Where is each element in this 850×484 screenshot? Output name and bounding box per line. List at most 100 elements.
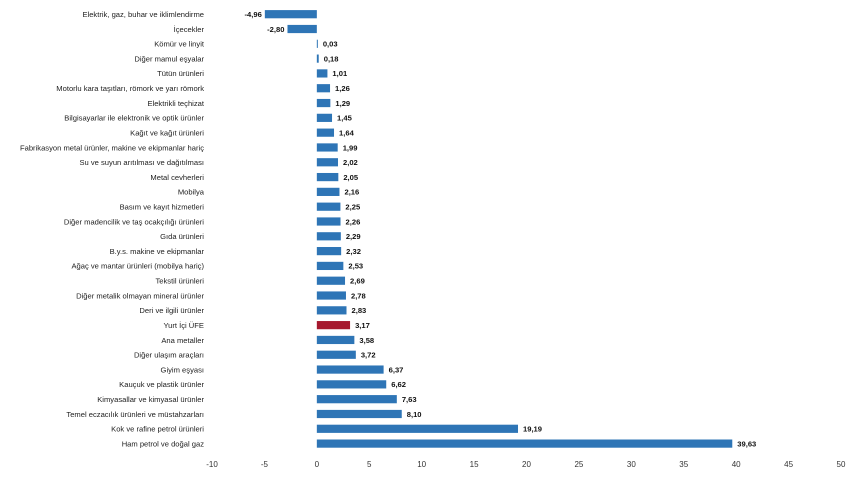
category-label: Bilgisayarlar ile elektronik ve optik ür… [64,114,204,123]
value-label: 19,19 [523,425,542,434]
bar [316,350,356,359]
category-label: Kimyasallar ve kimyasal ürünler [97,395,204,404]
category-label: Diğer metalik olmayan mineral ürünler [76,291,204,300]
value-label: 2,29 [346,232,361,241]
category-label: Yurt İçi ÜFE [163,321,204,330]
category-label: Kağıt ve kağıt ürünleri [130,128,204,137]
category-label: Elektrik, gaz, buhar ve iklimlendirme [82,10,204,19]
bar [316,158,339,167]
bar [316,172,339,182]
bar [316,276,346,285]
bar [316,54,319,63]
x-tick-label: 35 [679,460,688,469]
bar [316,291,346,300]
category-label: Gıda ürünleri [160,232,204,241]
category-label: Diğer madencilik ve taş ocakçılığı ürünl… [64,217,204,226]
category-label: Giyim eşyası [161,365,204,374]
bar [316,113,333,122]
value-label: -2,80 [267,25,284,34]
x-tick-label: 40 [732,460,741,469]
bar [316,409,402,419]
bar [316,217,341,226]
value-label: 2,69 [350,277,365,286]
category-label: Diğer mamul eşyalar [134,54,204,63]
x-tick-label: 30 [627,460,636,469]
value-label: 1,64 [339,128,355,137]
value-label: 0,03 [323,40,338,49]
category-label: Motorlu kara taşıtları, römork ve yarı r… [56,84,204,93]
value-label: 2,26 [346,217,361,226]
value-label: 0,18 [324,54,339,63]
value-label: 2,25 [345,202,361,211]
value-label: 6,37 [389,365,404,374]
category-label: İçecekler [174,25,205,34]
category-label: Diğer ulaşım araçları [134,351,204,360]
value-labels-group: -4,96 -2,80 0,03 0,18 1,01 1,26 1,29 1,45 1,64 1,… [245,10,757,448]
category-label: Kömür ve linyit [154,40,205,49]
value-label: -4,96 [245,10,262,19]
value-label: 3,17 [355,321,370,330]
value-label: 2,78 [351,291,366,300]
x-tick-label: 45 [784,460,793,469]
category-label: Deri ve ilgili ürünler [139,306,204,315]
bar [316,232,341,241]
category-label: Ağaç ve mantar ürünleri (mobilya hariç) [71,262,204,271]
x-tick-label: 10 [417,460,426,469]
bar [316,395,397,404]
bar [316,424,519,433]
bar [287,24,317,34]
value-label: 2,16 [344,188,359,197]
category-label: Temel eczacılık ürünleri ve müstahzarlar… [66,410,204,419]
value-label: 3,72 [361,351,376,360]
value-label: 2,05 [343,173,359,182]
bar [316,365,384,374]
value-label: 1,01 [332,69,348,78]
category-label: Fabrikasyon metal ürünler, makine ve eki… [20,143,204,152]
x-tick-label: -5 [261,460,269,469]
category-label: Ham petrol ve doğal gaz [122,439,205,448]
bar [316,261,344,271]
value-label: 7,63 [402,395,417,404]
value-label: 2,02 [343,158,358,167]
value-label: 1,99 [343,143,358,152]
category-label: B.y.s. makine ve ekipmanlar [110,247,205,256]
category-label: Tütün ürünleri [157,69,204,78]
value-label: 2,83 [352,306,367,315]
x-tick-label: 5 [367,460,372,469]
category-label: Kok ve rafine petrol ürünleri [111,425,204,434]
bar [316,247,342,256]
value-label: 2,53 [348,262,363,271]
category-label: Metal cevherleri [150,173,204,182]
x-tick-label: 50 [837,460,846,469]
x-tick-label: 20 [522,460,531,469]
value-label: 1,26 [335,84,350,93]
value-label: 1,45 [337,114,353,123]
category-label: Tekstil ürünleri [155,277,204,286]
bar [316,84,331,93]
bar [316,439,733,448]
value-label: 1,29 [335,99,350,108]
value-label: 3,58 [359,336,374,345]
bar [316,187,340,196]
x-tick-label: 0 [315,460,320,469]
x-tick-label: 15 [470,460,479,469]
bar [316,143,338,152]
x-tick-label: 25 [574,460,583,469]
category-label: Su ve suyun arıtılması ve dağıtılması [79,158,204,167]
value-label: 8,10 [407,410,422,419]
bar [316,321,351,330]
bar [316,380,387,389]
value-label: 39,63 [737,439,756,448]
bar [316,39,318,48]
category-label: Basım ve kayıt hizmetleri [120,202,205,211]
value-label: 6,62 [391,380,406,389]
bars-group [264,10,733,448]
bar [316,335,355,345]
bar [264,10,317,19]
x-tick-label: -10 [206,460,218,469]
bar [316,202,341,211]
x-axis-ticks-group: -10 -5 0 5 10 15 20 25 30 35 40 45 50 [206,460,846,469]
value-label: 2,32 [346,247,361,256]
bar [316,69,328,78]
